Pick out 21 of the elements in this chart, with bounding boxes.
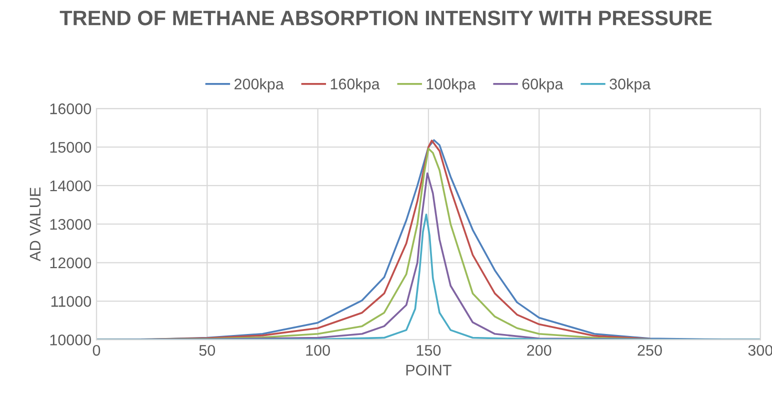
x-tick-label: 50 — [199, 344, 216, 356]
legend-label: 60kpa — [522, 78, 564, 92]
legend-label: 30kpa — [610, 78, 651, 92]
y-tick-label: 10000 — [50, 334, 92, 346]
y-tick-label: 16000 — [50, 103, 92, 114]
legend-label: 160kpa — [330, 78, 380, 92]
y-axis-title: AD VALUE — [30, 188, 41, 262]
x-tick-label: 100 — [306, 344, 330, 356]
x-axis-title: POINT — [406, 364, 452, 376]
x-tick-label: 150 — [416, 344, 441, 356]
legend-label: 100kpa — [426, 78, 476, 92]
y-tick-label: 15000 — [50, 142, 92, 153]
y-tick-label: 14000 — [50, 180, 92, 192]
x-tick-label: 0 — [92, 344, 100, 356]
y-tick-label: 12000 — [50, 258, 92, 268]
y-tick-label: 13000 — [50, 218, 92, 230]
chart-title: TREND OF METHANE ABSORPTION INTENSITY WITH PRESSURE — [60, 10, 712, 26]
x-tick-label: 250 — [638, 344, 662, 356]
x-tick-label: 200 — [527, 344, 552, 356]
legend-label: 200kpa — [234, 78, 284, 92]
y-tick-label: 11000 — [51, 296, 92, 307]
